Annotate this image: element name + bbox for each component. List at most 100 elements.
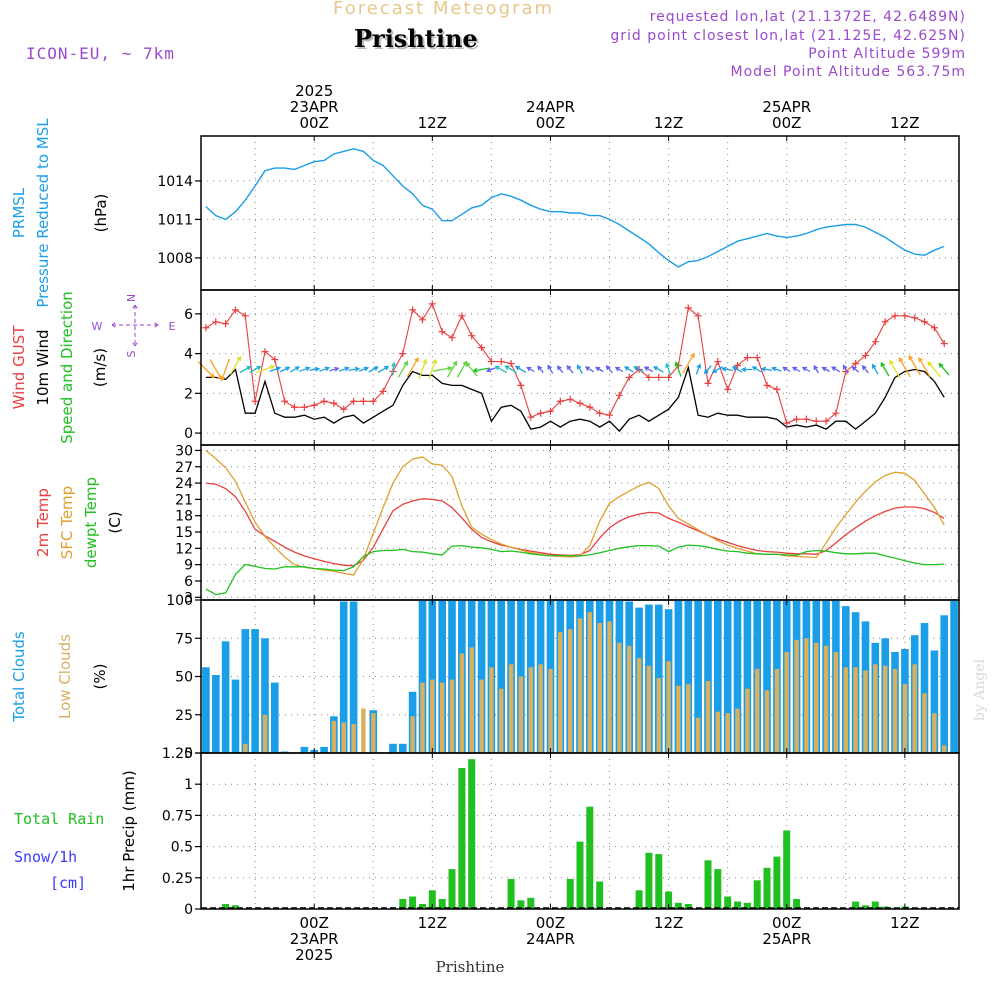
rain-bar xyxy=(222,904,230,909)
wind-axis-label: Speed and Direction xyxy=(58,291,76,444)
wind-gust-marker xyxy=(773,385,781,393)
wind-direction-arrow xyxy=(269,366,282,373)
top-time-label: 00Z xyxy=(772,114,801,132)
low-cloud-bar xyxy=(902,684,908,753)
low-cloud-bar xyxy=(577,618,583,753)
wind-gust-marker xyxy=(901,312,909,320)
rain-bar xyxy=(448,869,456,909)
wind-gust-marker xyxy=(556,397,564,405)
total-cloud-bar xyxy=(438,600,446,753)
rain-bar xyxy=(862,905,869,909)
wind-direction-arrow xyxy=(871,363,879,375)
top-time-label: 24APR xyxy=(526,98,575,116)
low-cloud-bar xyxy=(617,642,622,753)
temperature-axis-label: 2m Temp xyxy=(34,488,52,557)
bottom-time-label: 24APR xyxy=(526,930,575,948)
compass-south-label: S xyxy=(125,350,138,357)
total-cloud-bar xyxy=(714,600,722,753)
rain-bar xyxy=(635,890,643,909)
compass-north-label: N xyxy=(125,294,138,302)
total-cloud-bar xyxy=(241,629,250,753)
rain-bar xyxy=(714,869,722,909)
wind-gust-marker xyxy=(881,318,889,326)
bottom-time-label: 12Z xyxy=(890,914,919,932)
wind-direction-arrow xyxy=(643,366,654,373)
wind-direction-arrow xyxy=(229,355,242,375)
low-cloud-bar xyxy=(735,708,740,753)
total-cloud-bar xyxy=(399,743,407,753)
temperature-y-tick-label: 15 xyxy=(175,525,193,541)
wind-direction-arrow xyxy=(782,366,791,373)
rain-bar xyxy=(645,852,653,909)
total-cloud-bar xyxy=(349,601,358,753)
low-cloud-bar xyxy=(705,681,711,753)
location-title: Prishtine xyxy=(354,24,478,53)
low-cloud-bar xyxy=(341,722,346,753)
low-cloud-bar xyxy=(892,668,898,753)
top-time-label: 12Z xyxy=(654,114,683,132)
wind-direction-arrow xyxy=(682,352,695,374)
wind-gust-line xyxy=(205,302,945,424)
wind-gust-marker xyxy=(655,373,663,381)
rain-bar xyxy=(586,806,594,909)
wind-gust-marker xyxy=(487,358,495,366)
low-cloud-bar xyxy=(361,708,366,753)
wind-direction-arrow xyxy=(741,367,753,372)
low-cloud-bar xyxy=(489,667,494,753)
compass-rose-icon xyxy=(111,304,159,347)
clouds-y-tick-label: 100 xyxy=(166,593,193,609)
top-title: Forecast Meteogram xyxy=(333,0,555,19)
wind-gust-marker xyxy=(222,320,230,328)
snow-unit-label: [cm] xyxy=(50,874,86,892)
temperature-frame xyxy=(200,444,960,601)
wind-direction-arrow xyxy=(465,361,478,377)
low-cloud-bar xyxy=(764,690,770,753)
low-cloud-bar xyxy=(508,664,514,753)
wind-y-tick-label: 4 xyxy=(184,347,193,363)
wind-gust-marker xyxy=(310,401,318,409)
wind-gust-marker xyxy=(911,314,919,322)
total-cloud-bar xyxy=(339,601,348,753)
rain-bar xyxy=(419,904,426,909)
wind-gust-marker xyxy=(566,395,574,403)
rain-bar xyxy=(734,901,741,909)
rain-bar xyxy=(596,881,604,909)
rain-bar xyxy=(517,900,525,909)
wind-direction-arrow xyxy=(614,366,624,373)
clouds-axis-label: (%) xyxy=(91,664,109,690)
low-cloud-bar xyxy=(853,667,858,753)
wind-direction-arrow xyxy=(633,366,644,373)
wind-gust-marker xyxy=(763,381,771,389)
pressure-line xyxy=(205,148,945,268)
wind-direction-arrow xyxy=(801,366,811,373)
total-cloud-bar xyxy=(930,650,939,753)
rain-bar xyxy=(704,860,712,909)
total-cloud-bar xyxy=(221,641,230,753)
low-cloud-bar xyxy=(636,658,642,753)
wind-direction-arrow xyxy=(472,367,490,373)
clouds-axis-label: Low Clouds xyxy=(56,634,74,719)
wind-gust-marker xyxy=(340,405,348,413)
total-cloud-bar xyxy=(212,675,220,753)
model-altitude: Model Point Altitude 563.75m xyxy=(730,64,966,80)
wind-direction-arrow xyxy=(751,366,762,373)
wind-gust-marker xyxy=(743,354,751,362)
wind-gust-marker xyxy=(852,360,860,368)
requested-coordinates: requested lon,lat (21.1372E, 42.6489N) xyxy=(649,9,966,25)
wind-gust-marker xyxy=(418,316,426,324)
wind-y-tick-label: 0 xyxy=(184,426,193,442)
wind-direction-arrow xyxy=(889,359,901,379)
wind-gust-marker xyxy=(576,399,584,407)
wind-direction-arrow xyxy=(918,357,931,378)
wind-direction-arrow xyxy=(674,361,682,377)
wind-axis-label: (m/s) xyxy=(91,348,109,387)
model-label: ICON-EU, ~ 7km xyxy=(26,44,175,63)
low-cloud-bar xyxy=(528,667,533,753)
wind-gust-marker xyxy=(802,415,810,423)
low-cloud-bar xyxy=(479,679,484,753)
wind-direction-arrow xyxy=(576,364,583,374)
wind-direction-arrow xyxy=(446,360,458,378)
temperature-y-tick-label: 18 xyxy=(175,509,193,525)
